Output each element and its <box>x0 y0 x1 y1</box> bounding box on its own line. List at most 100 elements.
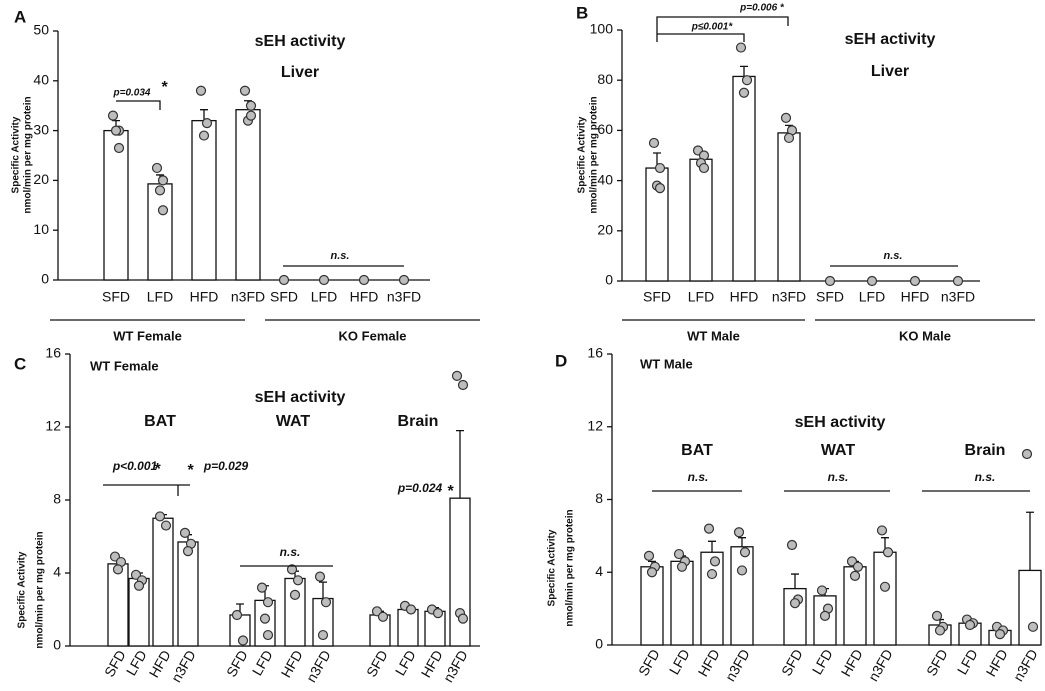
group-label: WT Female <box>113 328 182 343</box>
x-tick-label: n3FD <box>387 289 421 305</box>
y-axis-label: Specific Activity <box>577 116 588 193</box>
data-point <box>237 635 249 646</box>
x-tick-label: SFD <box>102 289 130 305</box>
data-point <box>654 162 666 174</box>
inner-label: WT Female <box>90 358 159 373</box>
data-point <box>789 598 801 609</box>
data-point <box>107 110 119 121</box>
data-point <box>646 567 658 578</box>
data-point <box>292 575 304 586</box>
y-tick-label: 10 <box>33 221 49 237</box>
data-point <box>648 137 660 149</box>
x-tick-label: LFD <box>392 647 419 678</box>
y-tick-label: 16 <box>587 345 603 361</box>
error-bar <box>456 430 464 499</box>
data-point <box>198 130 210 141</box>
y-tick-label: 0 <box>41 271 49 287</box>
data-point <box>317 629 329 641</box>
bar <box>152 517 174 647</box>
data-point <box>739 547 751 558</box>
annotation: n.s. <box>331 250 350 262</box>
y-tick-label: 20 <box>597 222 613 238</box>
bar <box>700 551 724 646</box>
x-tick-label: LFD <box>249 647 276 678</box>
data-point <box>195 85 207 96</box>
tissue-label: BAT <box>681 442 713 459</box>
x-tick-label: LFD <box>666 646 693 677</box>
bar <box>777 132 801 282</box>
significance-bracket <box>657 33 745 42</box>
data-point <box>783 132 795 144</box>
y-tick-label: 100 <box>590 21 614 37</box>
y-tick-label: 40 <box>33 72 49 88</box>
data-point <box>824 275 836 287</box>
data-point <box>151 162 163 174</box>
x-tick-label: n3FD <box>1010 646 1041 684</box>
data-point <box>709 556 721 567</box>
x-tick-label: HFD <box>190 289 219 305</box>
data-point <box>451 370 463 381</box>
inner-label: WT Male <box>640 356 693 371</box>
annotation: * <box>187 462 194 479</box>
bar <box>397 608 419 647</box>
data-point <box>110 125 122 136</box>
bar <box>640 566 664 646</box>
data-point <box>160 520 172 531</box>
bar <box>191 119 217 281</box>
annotation: n.s. <box>884 250 903 262</box>
bar <box>103 129 129 281</box>
x-tick-label: n3FD <box>865 646 896 684</box>
data-point <box>289 589 301 601</box>
data-point <box>358 274 370 286</box>
bar <box>449 497 471 647</box>
y-tick-label: 8 <box>53 491 61 507</box>
data-point <box>738 87 750 98</box>
bar <box>730 546 754 646</box>
error-bar <box>1026 511 1034 571</box>
group-label: KO Female <box>339 328 407 343</box>
data-point <box>849 570 861 581</box>
bar <box>873 551 897 646</box>
y-axis-label: Specific Activity <box>547 529 558 606</box>
data-point <box>318 274 330 286</box>
y-tick-label: 40 <box>597 171 613 187</box>
data-point <box>735 42 747 53</box>
data-point <box>994 628 1006 640</box>
panel-label: D <box>555 351 567 370</box>
y-tick-label: 12 <box>587 417 603 433</box>
data-point <box>113 142 125 154</box>
data-point <box>673 548 685 560</box>
x-tick-label: LFD <box>311 289 337 305</box>
data-point <box>432 608 444 619</box>
x-tick-label: HFD <box>983 646 1011 679</box>
bar <box>732 75 756 282</box>
data-point <box>733 527 745 538</box>
data-point <box>866 275 878 287</box>
y-tick-label: 4 <box>595 563 603 579</box>
chart-title: sEH activity <box>255 389 346 406</box>
x-tick-label: n3FD <box>722 646 753 684</box>
data-point <box>398 274 410 286</box>
significance-bracket <box>656 16 789 42</box>
data-point <box>179 527 191 538</box>
data-point <box>852 561 864 572</box>
bar <box>670 560 694 646</box>
chart-subtitle: Liver <box>281 64 319 81</box>
data-point <box>154 185 166 196</box>
data-point <box>909 275 921 287</box>
y-tick-label: 0 <box>605 272 613 288</box>
x-tick-label: SFD <box>223 647 251 679</box>
data-point <box>882 547 894 558</box>
annotation: n.s. <box>828 470 849 484</box>
data-point <box>154 511 166 522</box>
group-label: KO Male <box>899 328 951 343</box>
annotation: n.s. <box>688 470 709 484</box>
significance-bracket <box>116 100 161 110</box>
data-point <box>201 118 213 129</box>
data-point <box>876 525 888 536</box>
data-point <box>964 619 976 631</box>
x-tick-label: SFD <box>363 647 391 679</box>
data-point <box>643 550 655 561</box>
x-tick-label: SFD <box>643 289 671 305</box>
x-tick-label: SFD <box>101 647 129 679</box>
